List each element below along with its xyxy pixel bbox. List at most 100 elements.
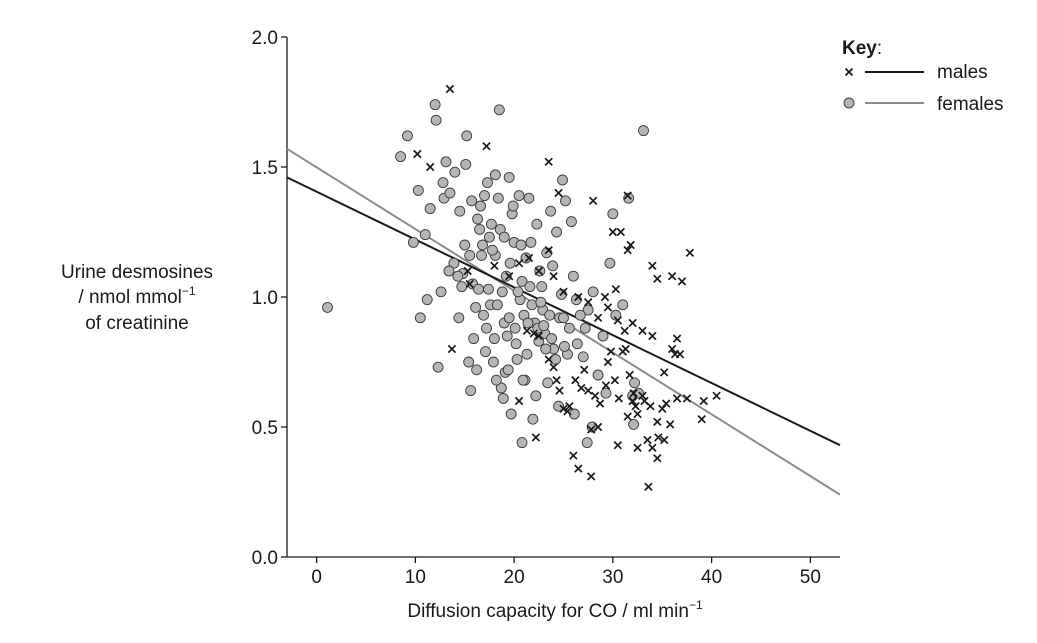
male-data-point: [593, 422, 603, 432]
male-data-point: [631, 401, 640, 411]
female-data-point: [542, 377, 554, 389]
female-data-point: [449, 166, 461, 178]
female-data-point: [502, 364, 514, 376]
female-data-point: [444, 187, 456, 199]
male-data-point: [628, 318, 637, 328]
female-data-point: [553, 400, 565, 412]
male-data-point: [522, 326, 532, 336]
male-data-point: [672, 334, 682, 343]
female-data-point: [489, 169, 501, 181]
female-data-point: [533, 335, 545, 347]
female-data-point: [481, 322, 492, 334]
female-data-point: [515, 239, 527, 251]
male-data-point: [697, 414, 706, 424]
male-data-point: [621, 344, 630, 354]
male-data-point: [563, 407, 572, 416]
male-data-point: [633, 409, 642, 419]
male-data-point: [588, 196, 598, 206]
female-data-point: [473, 283, 485, 295]
x-tick-label: 50: [800, 567, 821, 588]
female-data-point: [567, 270, 579, 282]
female-data-point: [523, 192, 535, 204]
female-data-point: [592, 369, 604, 381]
male-data-point: [648, 261, 657, 271]
female-data-point: [448, 257, 460, 269]
male-data-point: [611, 284, 621, 294]
male-data-point: [653, 453, 662, 463]
male-data-point: [672, 394, 682, 403]
female-data-point: [440, 156, 452, 168]
male-data-point: [571, 375, 580, 385]
male-data-point: [580, 365, 589, 375]
male-data-point: [648, 443, 657, 453]
female-data-point: [437, 177, 449, 189]
female-data-point: [521, 348, 533, 360]
female-data-point: [531, 218, 543, 230]
male-data-point: [534, 331, 544, 341]
female-data-point: [471, 364, 483, 376]
female-data-point: [597, 330, 609, 342]
male-data-point: [667, 271, 677, 281]
male-data-point: [559, 287, 568, 297]
female-data-point: [546, 333, 558, 345]
legend-label-females: females: [937, 94, 1004, 115]
female-data-point: [419, 229, 431, 241]
male-data-point: [616, 227, 625, 237]
female-data-point: [485, 218, 497, 230]
female-data-point: [629, 377, 641, 389]
female-data-point: [604, 257, 616, 269]
male-data-point: [544, 245, 553, 255]
male-data-point: [586, 472, 596, 481]
x-tick-label: 0: [311, 567, 322, 588]
male-data-point: [682, 394, 692, 403]
male-data-point: [677, 277, 687, 286]
male-data-point: [569, 451, 578, 460]
female-data-point: [475, 200, 486, 212]
male-data-point: [606, 347, 616, 356]
female-data-point: [486, 244, 498, 256]
female-data-point: [495, 382, 507, 394]
female-data-point: [430, 114, 442, 126]
female-data-point: [421, 294, 433, 306]
male-data-point: [565, 401, 574, 411]
male-data-point: [665, 420, 675, 429]
male-data-point: [626, 240, 635, 250]
male-data-point: [654, 433, 663, 442]
male-data-point: [559, 404, 568, 414]
male-data-point: [601, 381, 611, 390]
male-data-point: [633, 443, 642, 453]
male-data-point: [574, 292, 583, 302]
female-data-point: [460, 158, 472, 170]
x-axis-title: Diffusion capacity for CO / ml min−1: [407, 598, 703, 622]
female-data-point: [402, 130, 413, 142]
male-data-point: [544, 157, 553, 167]
female-data-point: [482, 177, 493, 189]
female-data-point: [560, 195, 571, 207]
female-data-point: [503, 312, 515, 324]
x-ticks: 0 10 20 30 40 50: [311, 557, 821, 588]
female-data-point: [453, 312, 465, 324]
female-data-point: [487, 356, 499, 368]
male-data-point: [667, 344, 677, 354]
female-data-point: [563, 322, 575, 334]
male-data-point: [514, 258, 524, 268]
female-data-point: [490, 374, 502, 386]
male-data-point: [465, 279, 474, 289]
male-data-point: [574, 464, 583, 473]
female-data-point: [574, 309, 586, 321]
male-data-point: [534, 266, 544, 276]
female-data-point: [507, 200, 519, 212]
male-data-point: [549, 271, 558, 281]
male-data-point: [638, 326, 647, 336]
female-data-point: [443, 265, 455, 277]
y-axis-title: Urine desmosines / nmol mmol−1 of creati…: [61, 262, 213, 334]
female-data-point: [472, 213, 484, 225]
female-data-point: [478, 309, 489, 321]
male-data-point: [445, 84, 455, 94]
male-data-point: [531, 433, 541, 442]
female-data-point: [461, 130, 473, 142]
male-data-point: [644, 482, 653, 492]
male-data-point: [603, 303, 613, 312]
legend: Key: males females: [842, 38, 1004, 115]
